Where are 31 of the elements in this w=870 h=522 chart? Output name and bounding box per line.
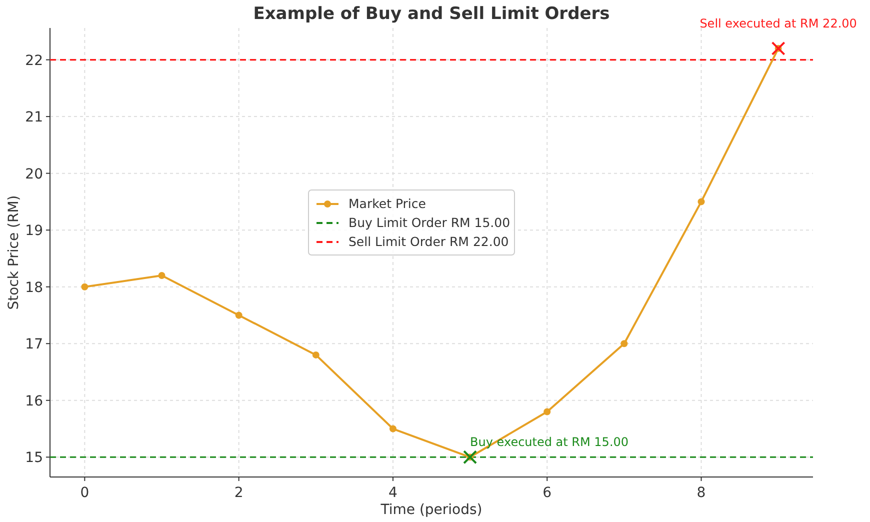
annotation: Sell executed at RM 22.00	[700, 16, 857, 30]
point	[158, 272, 166, 279]
legend-label: Buy Limit Order RM 15.00	[348, 215, 510, 230]
annotation: Buy executed at RM 15.00	[470, 435, 629, 450]
point	[544, 408, 551, 416]
x-tick-label: 6	[542, 485, 552, 501]
point	[620, 340, 628, 348]
y-tick-label: 18	[25, 280, 43, 296]
point	[312, 351, 320, 358]
y-axis-title: Stock Price (RM)	[6, 195, 22, 310]
y-tick-label: 16	[25, 393, 44, 410]
y-tick-label: 15	[25, 450, 43, 466]
y-tick-label: 20	[25, 166, 43, 182]
y-tick-label: 21	[25, 110, 43, 126]
x-tick-label: 0	[80, 485, 90, 501]
x-tick-label: 8	[696, 485, 706, 501]
point	[389, 425, 396, 432]
point	[698, 198, 705, 206]
legend-label: Market Price	[348, 196, 426, 211]
x-axis-title: Time (periods)	[380, 502, 482, 518]
legend-label: Sell Limit Order RM 22.00	[348, 234, 509, 249]
y-tick-label: 22	[25, 52, 43, 69]
point	[463, 450, 478, 464]
chart-title: Example of Buy and Sell Limit Orders	[253, 4, 610, 24]
x-tick-label: 2	[234, 485, 244, 501]
point	[235, 312, 242, 319]
y-tick-label: 19	[25, 223, 43, 240]
x-tick-label: 4	[388, 485, 398, 501]
y-tick-label: 17	[25, 336, 43, 353]
point	[771, 41, 786, 56]
point	[81, 283, 88, 290]
